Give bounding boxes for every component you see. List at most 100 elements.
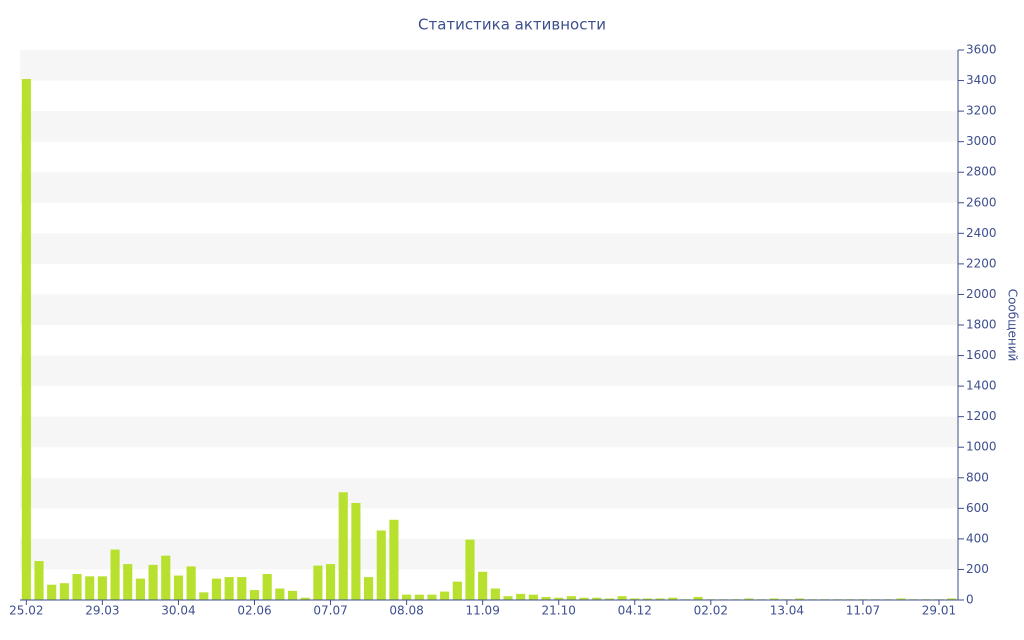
bar <box>237 577 247 600</box>
bar <box>402 594 412 600</box>
y-tick-label: 2200 <box>966 256 997 270</box>
x-tick-label: 08.08 <box>389 604 423 618</box>
bar <box>655 598 665 600</box>
background-band <box>20 50 958 81</box>
y-tick-label: 2000 <box>966 287 997 301</box>
x-tick-label: 11.07 <box>846 604 880 618</box>
background-band <box>20 355 958 387</box>
bar <box>173 575 184 600</box>
bar <box>34 561 44 600</box>
chart-title: Статистика активности <box>418 16 606 34</box>
bar <box>47 584 57 600</box>
x-tick-label: 07.07 <box>313 604 347 618</box>
y-tick-label: 1200 <box>966 409 997 423</box>
bar <box>579 597 589 600</box>
bar <box>427 594 437 600</box>
x-tick-label: 11.09 <box>465 604 499 618</box>
bar <box>161 555 171 600</box>
bar <box>617 596 627 600</box>
bar <box>592 597 602 600</box>
y-tick-label: 800 <box>966 470 989 484</box>
bar <box>566 596 576 600</box>
bar <box>211 578 222 600</box>
bar <box>275 588 285 600</box>
y-tick-label: 200 <box>966 562 989 576</box>
background-band <box>20 416 958 448</box>
y-tick-label: 2400 <box>966 226 997 240</box>
bar <box>287 590 298 600</box>
bar <box>313 565 323 600</box>
bar <box>478 571 488 600</box>
y-tick-label: 1600 <box>966 348 997 362</box>
bar <box>338 492 348 600</box>
y-tick-label: 3200 <box>966 104 997 118</box>
bar <box>490 588 500 600</box>
y-tick-label: 400 <box>966 531 989 545</box>
y-tick-label: 3600 <box>966 43 997 57</box>
y-tick-label: 0 <box>966 593 974 607</box>
bar <box>376 530 386 600</box>
bar <box>249 590 260 600</box>
bar <box>896 598 906 600</box>
background-band <box>20 538 958 570</box>
bar <box>351 502 361 600</box>
y-tick-label: 3000 <box>966 134 997 148</box>
background-band <box>20 294 958 325</box>
bar <box>325 564 336 600</box>
bar <box>97 576 107 600</box>
bar <box>364 577 374 600</box>
y-tick-label: 1400 <box>966 379 997 393</box>
bar <box>693 596 703 600</box>
bar <box>300 597 310 600</box>
background-band <box>20 172 958 203</box>
bar <box>85 576 95 600</box>
x-tick-label: 30.04 <box>161 604 195 618</box>
x-tick-label: 04.12 <box>618 604 652 618</box>
bar <box>503 596 513 600</box>
bar <box>59 583 69 600</box>
bar <box>186 566 196 600</box>
y-tick-label: 600 <box>966 501 989 515</box>
bar <box>668 597 678 600</box>
bar <box>630 598 640 600</box>
bar <box>528 594 538 600</box>
bar <box>541 596 551 600</box>
bar <box>135 578 145 600</box>
bar <box>452 581 462 600</box>
bar <box>123 564 133 600</box>
bar <box>769 598 779 600</box>
y-tick-label: 1800 <box>966 318 997 332</box>
bar <box>262 574 272 600</box>
bar <box>199 592 209 600</box>
y-tick-label: 2600 <box>966 195 997 209</box>
bar <box>21 79 31 601</box>
background-band <box>20 233 958 264</box>
bar <box>516 593 526 600</box>
bar <box>148 564 158 600</box>
bar <box>554 597 564 600</box>
bar <box>414 594 424 600</box>
bar <box>465 539 475 600</box>
bar <box>744 598 754 600</box>
background-band <box>20 477 958 509</box>
bar <box>642 598 653 600</box>
x-tick-label: 02.02 <box>694 604 728 618</box>
y-tick-label: 2800 <box>966 165 997 179</box>
bar <box>72 574 82 600</box>
x-tick-label: 02.06 <box>237 604 271 618</box>
bar <box>440 591 450 600</box>
y-axis-label: Сообщений <box>1006 289 1020 362</box>
bar <box>389 519 399 600</box>
x-tick-label: 21.10 <box>542 604 576 618</box>
x-tick-label: 13.04 <box>770 604 804 618</box>
bar <box>110 549 120 600</box>
y-tick-label: 1000 <box>966 440 997 454</box>
x-tick-label: 29.01 <box>922 604 956 618</box>
y-tick-label: 3400 <box>966 73 997 87</box>
x-tick-label: 25.02 <box>9 604 43 618</box>
bar <box>604 598 614 600</box>
bar <box>947 598 957 600</box>
bar <box>794 598 805 600</box>
background-band <box>20 111 958 142</box>
